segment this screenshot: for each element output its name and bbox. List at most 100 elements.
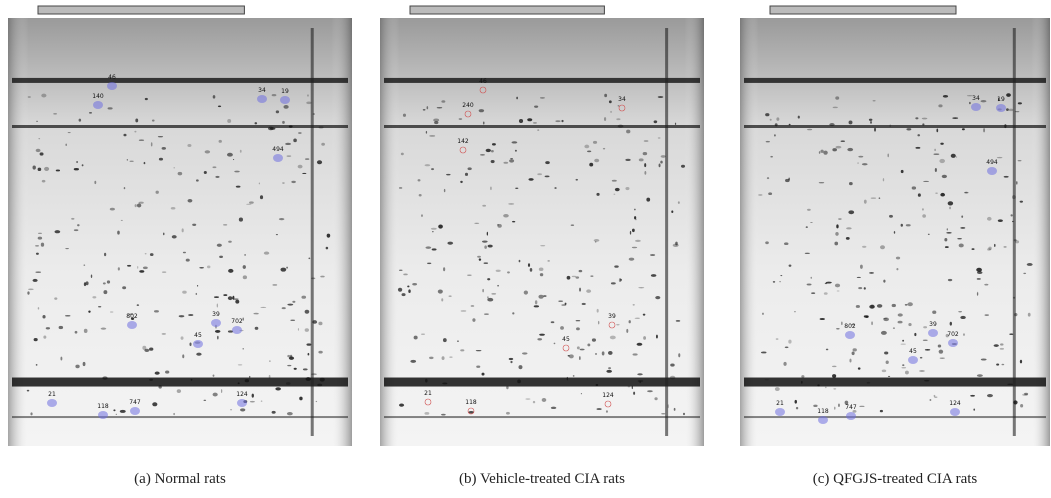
protein-spot [551, 321, 555, 323]
gel-panel: 2111874712445397028024943419 [740, 6, 1050, 446]
protein-spot [276, 110, 279, 113]
protein-spot [545, 161, 550, 164]
protein-spot [79, 119, 82, 122]
protein-spot [602, 351, 605, 355]
protein-spot [285, 143, 291, 145]
protein-spot [589, 163, 593, 167]
protein-spot [887, 153, 888, 157]
protein-spot [956, 156, 957, 157]
protein-spot [137, 266, 138, 269]
protein-spot [639, 158, 644, 161]
spot-label: 34 [972, 95, 980, 102]
protein-spot [319, 126, 324, 128]
protein-spot [434, 121, 438, 124]
protein-spot [512, 312, 514, 314]
protein-spot [419, 194, 422, 196]
spot-label: 34 [258, 87, 266, 94]
protein-spot [1011, 214, 1013, 216]
protein-spot [869, 305, 875, 309]
protein-spot [311, 373, 317, 375]
protein-spot [774, 134, 775, 136]
protein-spot [173, 413, 175, 415]
protein-spot [145, 253, 147, 254]
protein-spot [883, 280, 885, 283]
protein-spot [587, 344, 590, 347]
protein-spot [849, 120, 853, 124]
protein-spot [575, 276, 579, 278]
protein-spot [586, 289, 591, 293]
protein-spot [889, 124, 891, 127]
protein-spot [182, 291, 187, 294]
protein-spot [233, 159, 234, 160]
protein-spot [820, 318, 825, 320]
protein-spot [902, 364, 904, 366]
protein-spot [217, 336, 218, 340]
protein-spot [616, 118, 620, 120]
spot-highlight [47, 399, 57, 407]
protein-spot [43, 336, 46, 339]
protein-spot [205, 150, 210, 153]
protein-spot [867, 382, 871, 384]
protein-spot [467, 274, 472, 275]
spot-label: 118 [817, 408, 829, 415]
protein-spot [959, 244, 964, 248]
protein-spot [479, 109, 484, 112]
protein-spot [223, 294, 227, 296]
protein-spot [260, 307, 266, 308]
protein-spot [970, 395, 975, 397]
protein-spot [918, 193, 921, 196]
protein-spot [922, 208, 923, 210]
protein-spot [460, 349, 464, 351]
protein-spot [127, 159, 128, 160]
protein-spot [290, 320, 295, 321]
protein-spot [1028, 313, 1031, 317]
protein-spot [935, 168, 937, 172]
protein-spot [269, 360, 270, 362]
protein-spot [491, 160, 495, 163]
protein-spot [572, 276, 576, 277]
protein-spot [36, 121, 38, 122]
protein-spot [243, 275, 247, 279]
spot-label: 124 [236, 391, 248, 398]
protein-spot [922, 118, 928, 120]
protein-spot [612, 180, 617, 182]
protein-spot [758, 194, 762, 195]
protein-spot [244, 254, 245, 255]
protein-spot [1001, 364, 1004, 366]
protein-spot [639, 381, 641, 383]
protein-spot [833, 388, 836, 389]
protein-spot [836, 224, 838, 228]
protein-spot [522, 352, 527, 354]
protein-spot [964, 192, 968, 194]
spot-label: 702 [947, 331, 959, 338]
protein-spot [219, 140, 222, 143]
protein-spot [137, 304, 139, 306]
protein-spot [122, 286, 126, 289]
protein-spot [625, 187, 629, 190]
gel-streak [665, 28, 668, 436]
protein-spot [655, 296, 660, 299]
protein-spot [1014, 239, 1017, 241]
protein-spot [65, 315, 70, 316]
protein-spot [460, 181, 463, 183]
protein-spot [823, 151, 827, 155]
protein-spot [836, 146, 842, 149]
protein-spot [425, 164, 431, 166]
spot-highlight [273, 154, 283, 162]
protein-spot [560, 326, 564, 330]
protein-spot [217, 303, 218, 307]
gel-band [12, 78, 348, 83]
protein-spot [327, 234, 331, 238]
protein-spot [318, 322, 322, 326]
protein-spot [584, 145, 589, 149]
protein-spot [429, 357, 433, 359]
protein-spot [28, 96, 31, 97]
protein-spot [596, 408, 601, 410]
protein-spot [795, 400, 797, 404]
protein-spot [864, 200, 867, 204]
spot-highlight [237, 399, 247, 407]
protein-spot [144, 349, 149, 352]
protein-spot [935, 193, 938, 194]
protein-spot [113, 409, 115, 411]
protein-spot [626, 329, 628, 333]
